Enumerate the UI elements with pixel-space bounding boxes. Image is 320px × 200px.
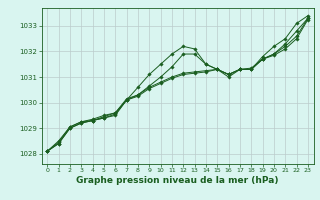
X-axis label: Graphe pression niveau de la mer (hPa): Graphe pression niveau de la mer (hPa) — [76, 176, 279, 185]
